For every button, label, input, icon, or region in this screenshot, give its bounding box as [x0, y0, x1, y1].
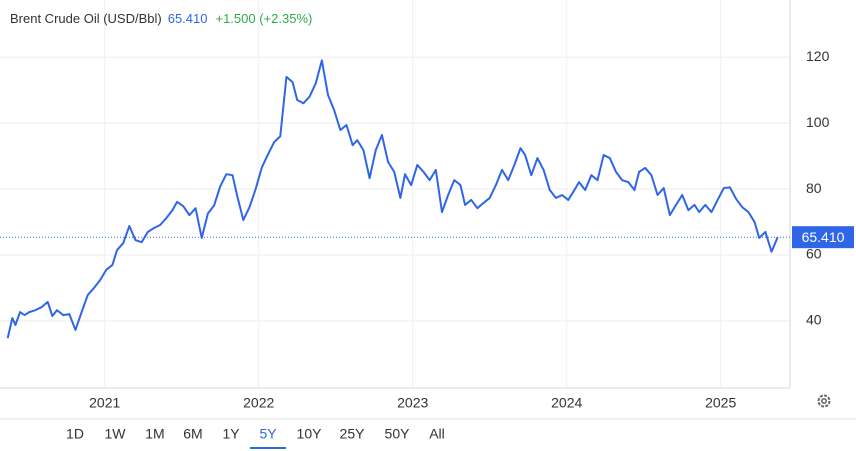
x-tick-label: 2025	[705, 395, 736, 411]
y-tick-label: 120	[806, 48, 830, 64]
range-button[interactable]: 1D	[66, 426, 84, 442]
y-tick-label: 100	[806, 114, 830, 130]
range-button[interactable]: 6M	[183, 426, 202, 442]
x-tick-label: 2021	[89, 395, 120, 411]
y-tick-label: 40	[806, 312, 822, 328]
price: 65.410	[168, 11, 208, 26]
x-tick-label: 2023	[397, 395, 428, 411]
price-line	[6, 59, 779, 339]
range-button[interactable]: 1W	[105, 426, 127, 442]
last-price-label: 65.410	[802, 229, 845, 245]
y-tick-label: 60	[806, 246, 822, 262]
x-tick-label: 2022	[243, 395, 274, 411]
range-button[interactable]: 10Y	[297, 426, 323, 442]
chart-header: Brent Crude Oil (USD/Bbl) 65.410 +1.500 (+…	[10, 11, 312, 26]
range-button[interactable]: 25Y	[340, 426, 366, 442]
range-button[interactable]: 1M	[145, 426, 164, 442]
range-button[interactable]: 5Y	[259, 426, 277, 442]
last-price-tag	[792, 226, 854, 249]
y-tick-label: 80	[806, 180, 822, 196]
settings-icon[interactable]	[817, 394, 831, 408]
change: +1.500 (+2.35%)	[215, 11, 312, 26]
range-button[interactable]: 1Y	[222, 426, 240, 442]
range-button[interactable]: 50Y	[385, 426, 411, 442]
x-tick-label: 2024	[551, 395, 582, 411]
range-button[interactable]: All	[429, 426, 445, 442]
title: Brent Crude Oil (USD/Bbl)	[10, 11, 162, 26]
